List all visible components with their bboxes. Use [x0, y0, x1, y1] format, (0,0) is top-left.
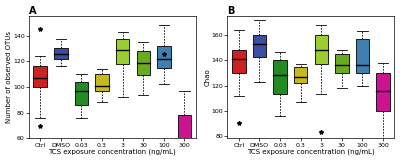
- Bar: [54, 48, 68, 59]
- X-axis label: TCS exposure concentration (ng/mL): TCS exposure concentration (ng/mL): [48, 149, 176, 155]
- Bar: [136, 51, 150, 76]
- Bar: [116, 39, 129, 64]
- Bar: [356, 39, 369, 73]
- X-axis label: TCS exposure concentration (ng/mL): TCS exposure concentration (ng/mL): [247, 149, 375, 155]
- Text: A: A: [29, 6, 36, 16]
- Bar: [95, 74, 109, 91]
- Bar: [253, 35, 266, 57]
- Bar: [335, 54, 348, 73]
- Bar: [273, 60, 287, 94]
- Bar: [314, 35, 328, 64]
- Bar: [232, 50, 246, 73]
- Y-axis label: Chao: Chao: [204, 68, 210, 86]
- Bar: [157, 46, 170, 68]
- Bar: [376, 73, 390, 111]
- Bar: [34, 66, 47, 87]
- Text: B: B: [228, 6, 235, 16]
- Bar: [75, 82, 88, 105]
- Y-axis label: Number of observed OTUs: Number of observed OTUs: [6, 31, 12, 123]
- Bar: [294, 67, 307, 83]
- Bar: [178, 115, 191, 146]
